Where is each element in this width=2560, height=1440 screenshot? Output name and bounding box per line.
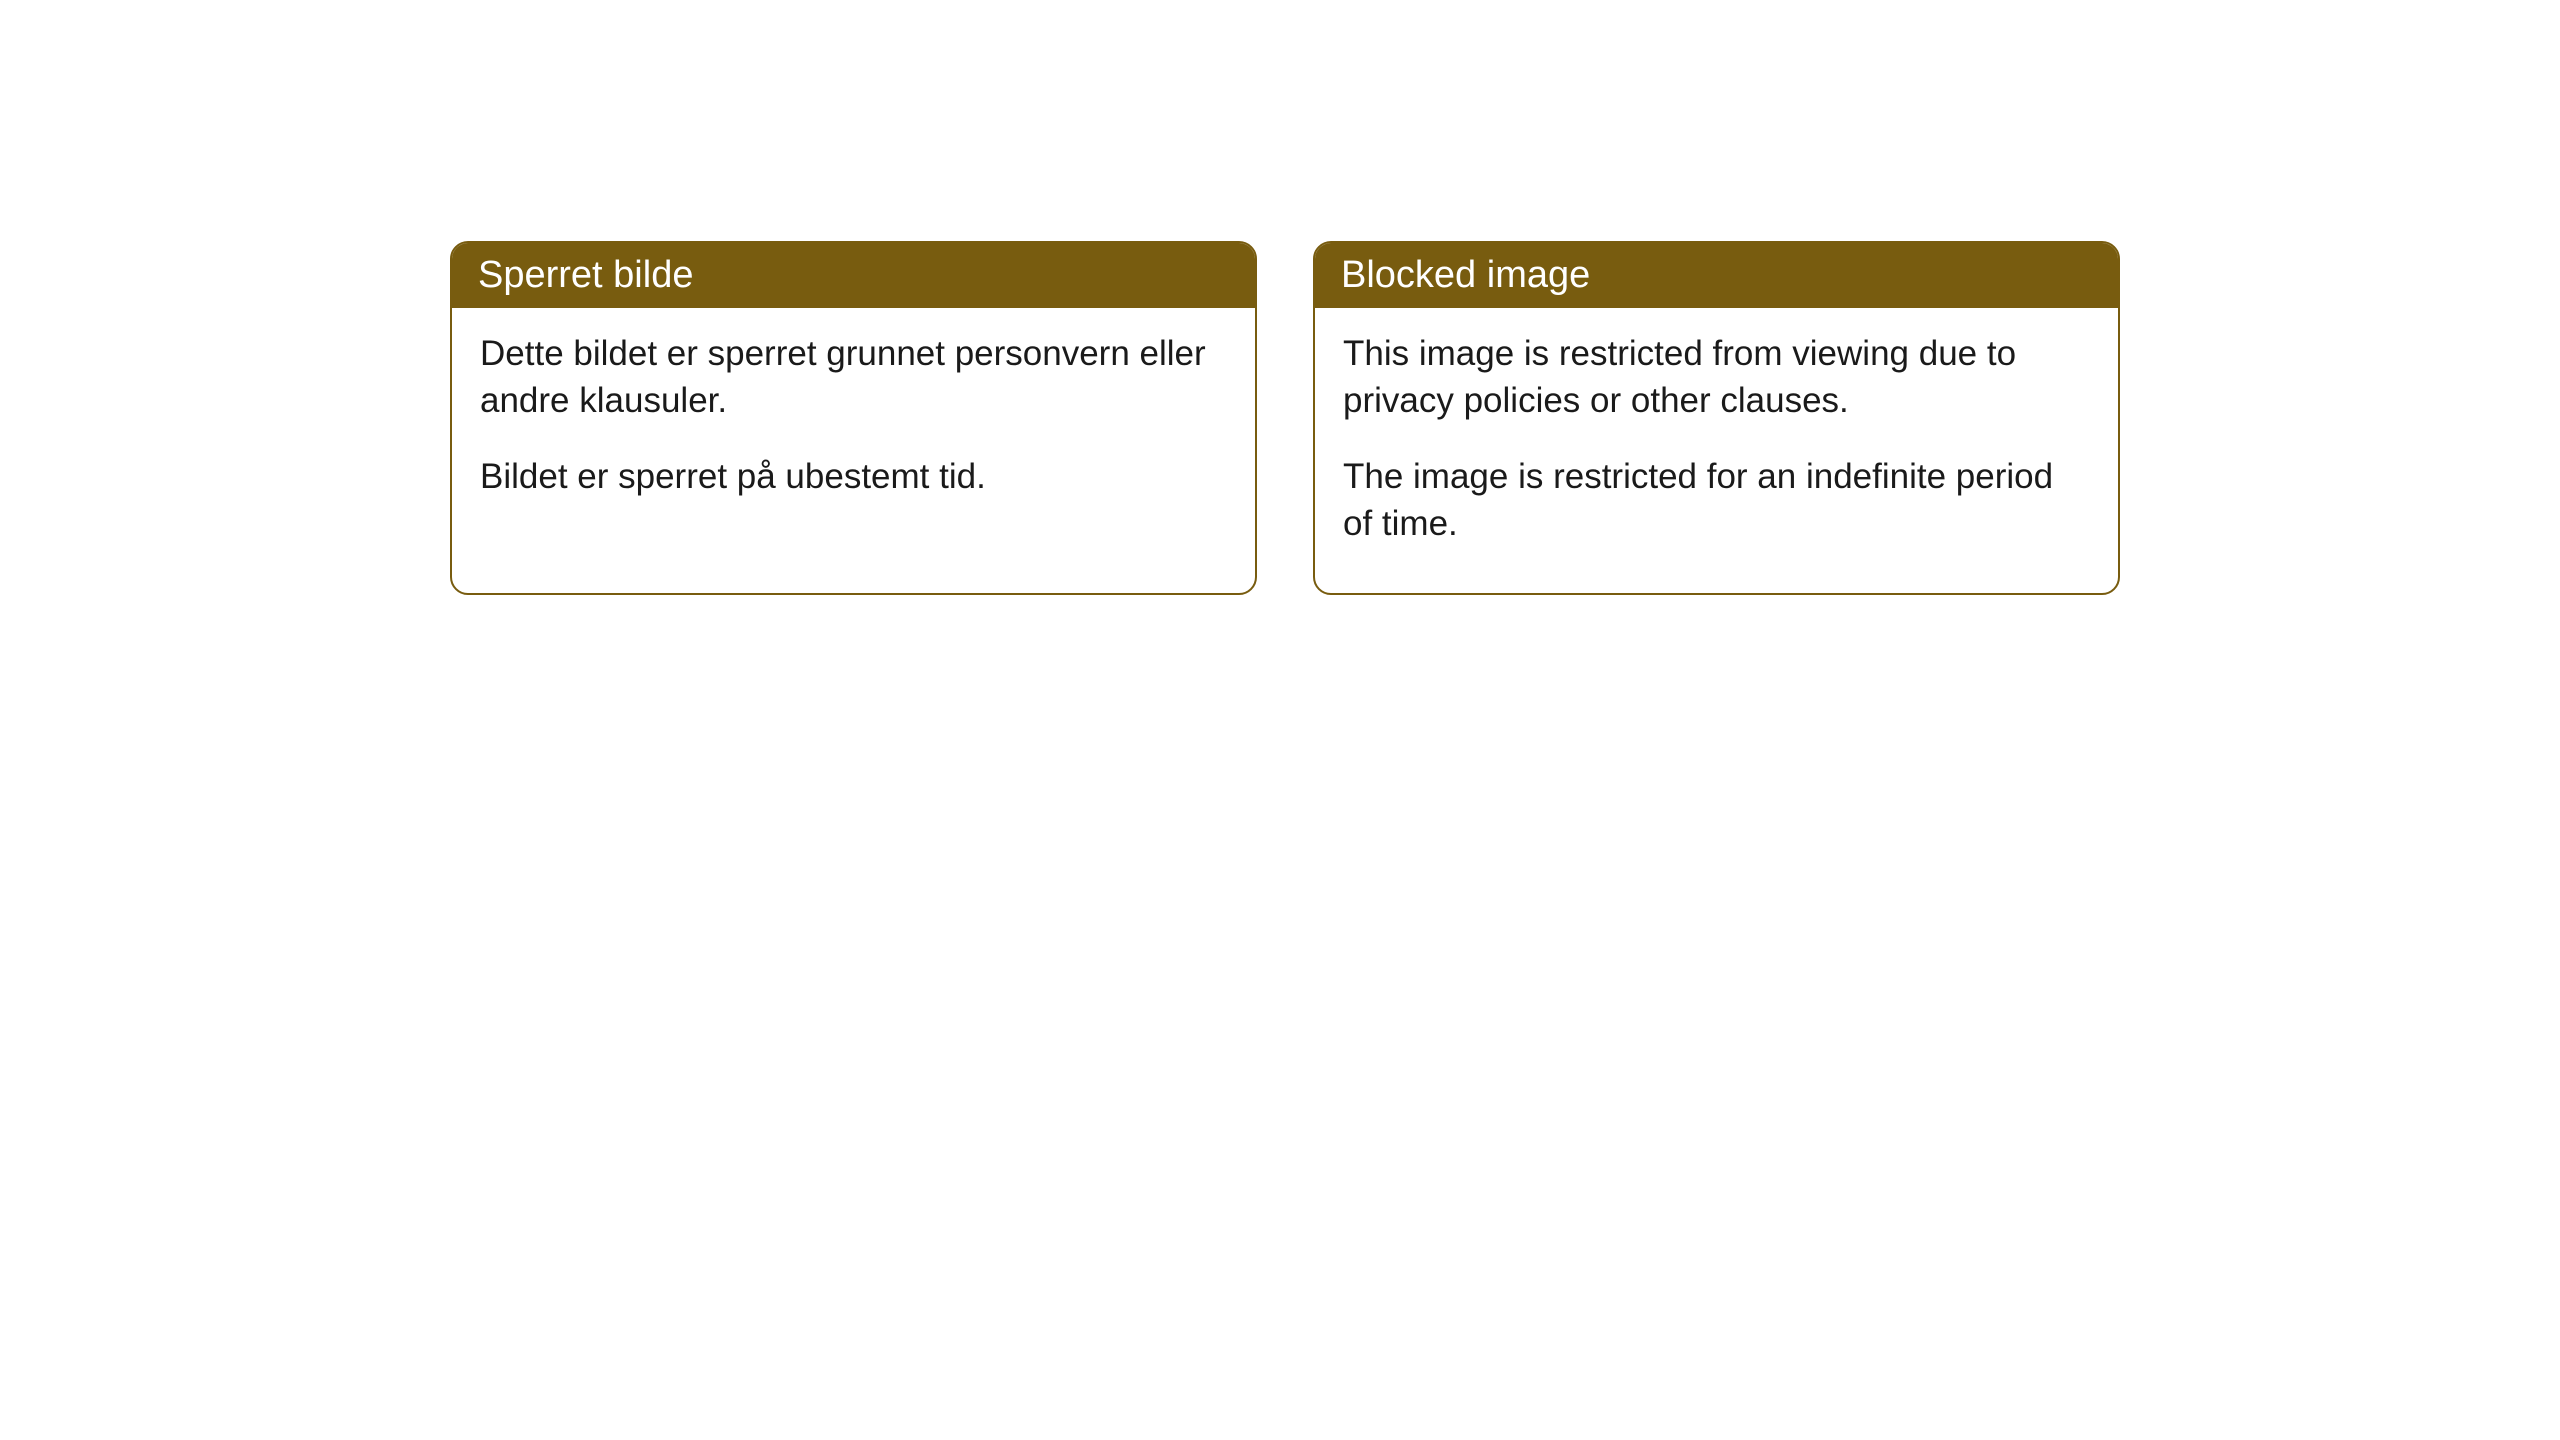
notice-text-norwegian-2: Bildet er sperret på ubestemt tid. — [480, 453, 1227, 500]
notice-text-english-1: This image is restricted from viewing du… — [1343, 330, 2090, 425]
notice-card-english: Blocked image This image is restricted f… — [1313, 241, 2120, 595]
notice-container: Sperret bilde Dette bildet er sperret gr… — [450, 241, 2120, 595]
card-header-norwegian: Sperret bilde — [452, 243, 1255, 308]
notice-card-norwegian: Sperret bilde Dette bildet er sperret gr… — [450, 241, 1257, 595]
notice-text-norwegian-1: Dette bildet er sperret grunnet personve… — [480, 330, 1227, 425]
card-header-english: Blocked image — [1315, 243, 2118, 308]
notice-text-english-2: The image is restricted for an indefinit… — [1343, 453, 2090, 548]
card-body-norwegian: Dette bildet er sperret grunnet personve… — [452, 308, 1255, 546]
card-body-english: This image is restricted from viewing du… — [1315, 308, 2118, 593]
